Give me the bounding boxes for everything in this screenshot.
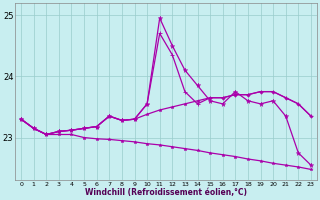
X-axis label: Windchill (Refroidissement éolien,°C): Windchill (Refroidissement éolien,°C) bbox=[85, 188, 247, 197]
